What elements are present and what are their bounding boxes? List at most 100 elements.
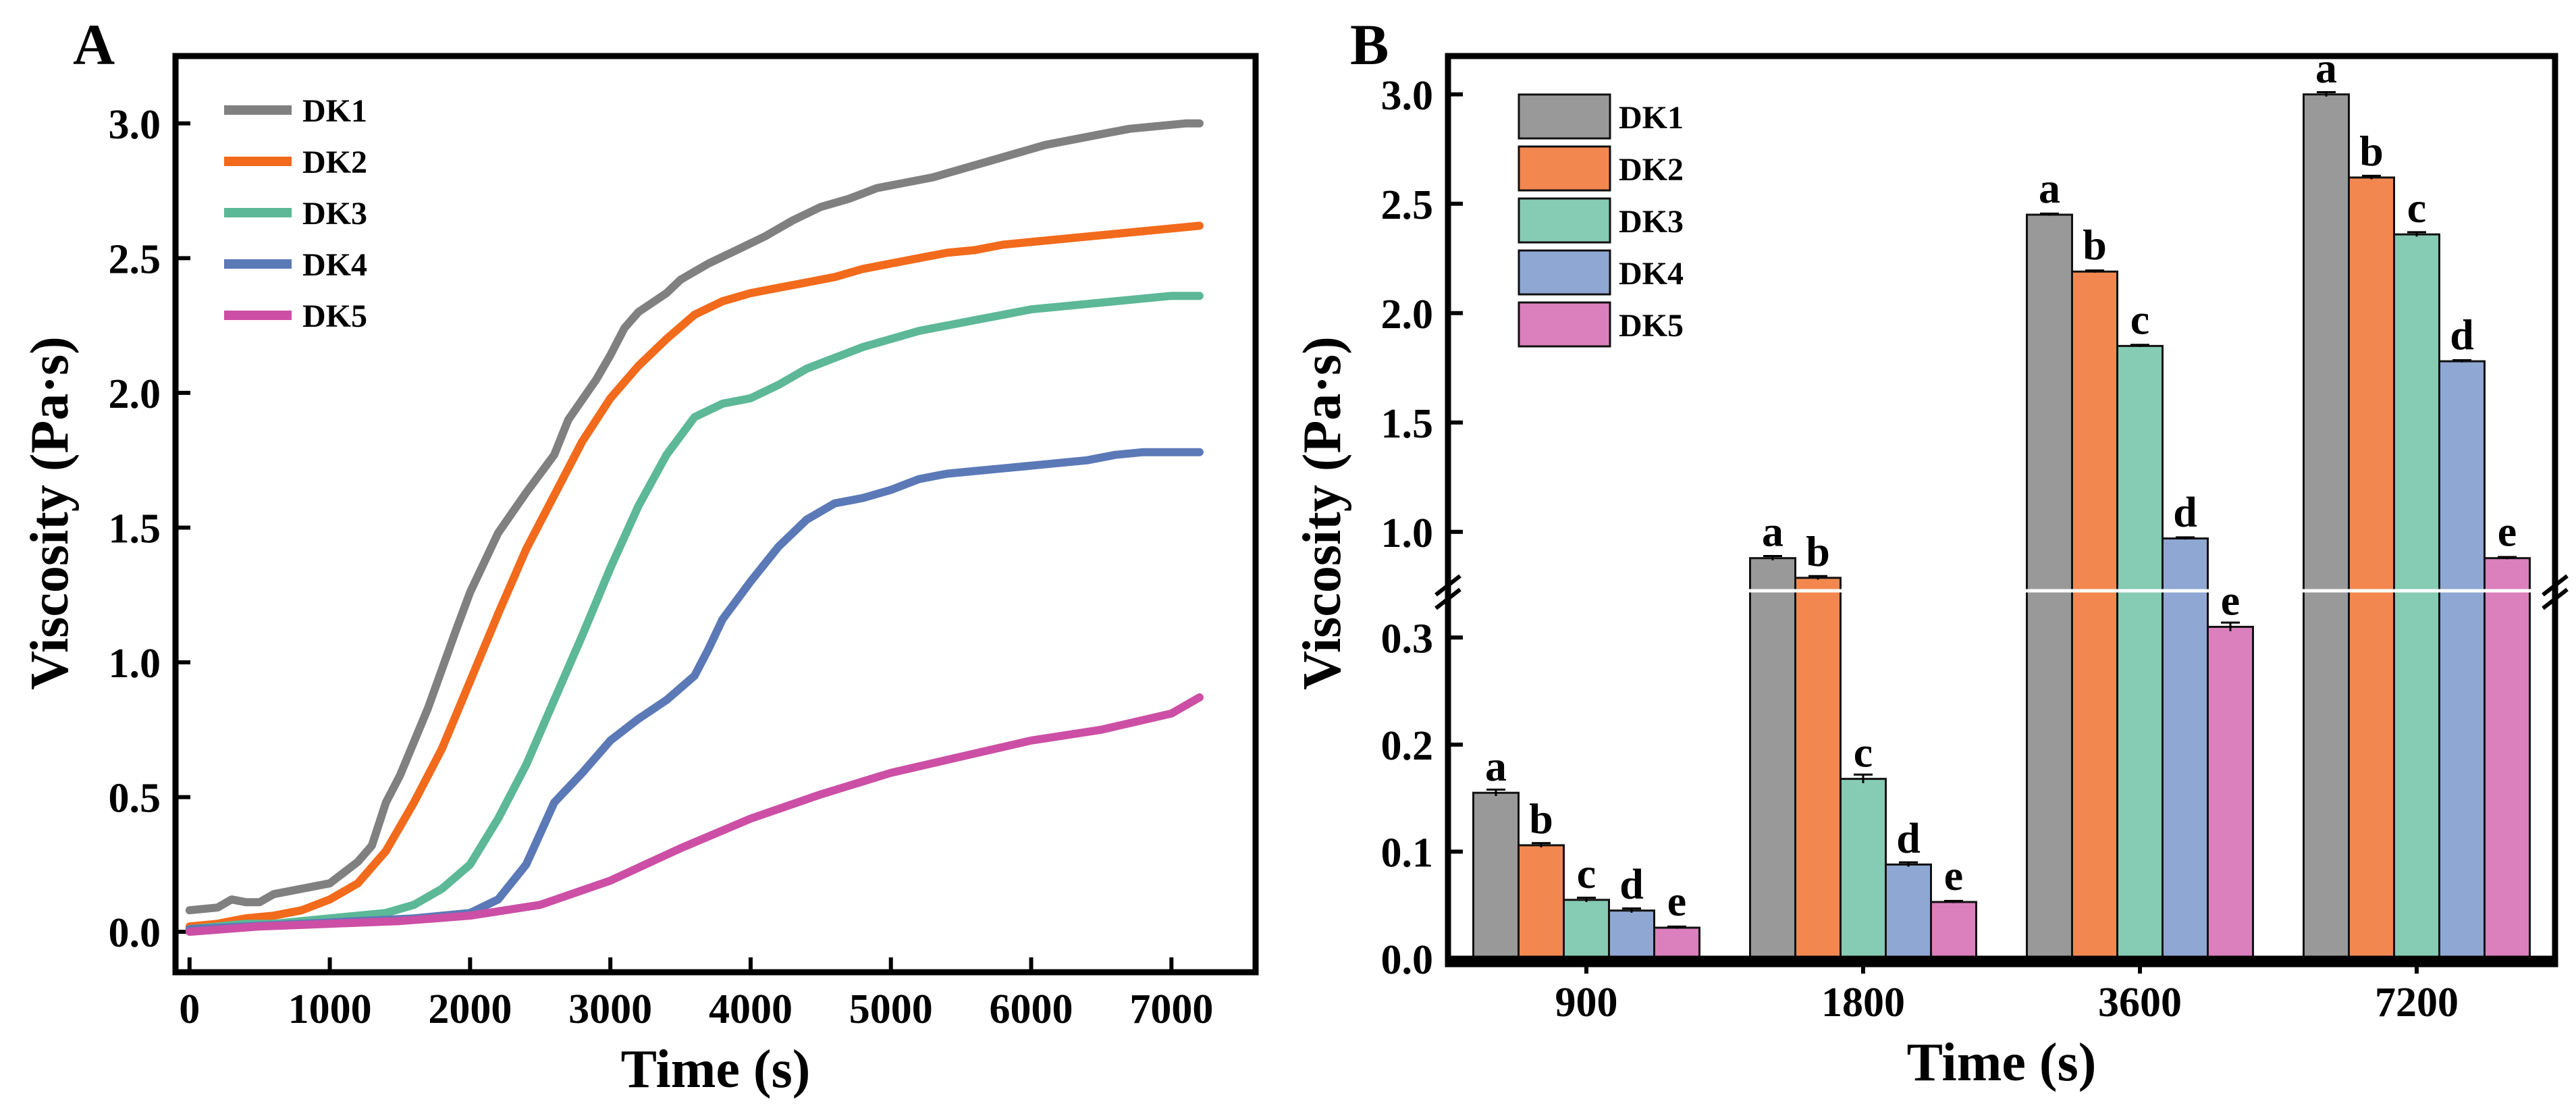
bar-dk3-3600 [2116,344,2164,960]
significance-letter: e [2221,576,2240,624]
bar-dk4-900 [1608,909,1655,960]
significance-letter: d [1896,814,1921,862]
x-tick-label: 6000 [990,986,1073,1032]
bar-dk5-1800 [1930,901,1977,960]
bar-dk2-1800 [1794,577,1842,960]
legend-label-dk5: DK5 [1619,308,1684,344]
break-mark [1434,574,1461,597]
series-line-dk1 [185,119,1204,915]
series-line-dk2 [185,221,1204,931]
panel-b-legend: DK1 DK2 DK3 DK4 DK5 [1518,93,1684,348]
y-tick-label: 0.5 [109,776,161,822]
bar-dk3-1800 [1840,778,1887,960]
y-tick-label: 0.3 [1381,616,1434,662]
significance-letter: b [1806,527,1830,575]
bar-dk4-7200 [2438,360,2486,960]
significance-letter: d [2450,311,2474,359]
legend-swatch-dk2 [1518,145,1611,192]
panel-a-lines [185,119,1204,936]
panel-a-legend: DK1 DK2 DK3 DK4 DK5 [224,93,367,334]
bar-dk5-3600 [2207,625,2254,960]
significance-letter: c [1854,729,1873,776]
panel-b: B 0.0 0.1 0.2 0.3 1.0 1.5 2.0 2.5 3.0 900 1800 3600… [1293,12,2569,1092]
significance-letter: c [1577,849,1596,897]
significance-letter: b [2359,127,2384,175]
legend-label-dk3: DK3 [302,196,367,232]
break-mark [2542,574,2569,597]
significance-letter: b [1529,795,1553,843]
x-tick-label: 5000 [849,986,933,1032]
legend-label-dk4: DK4 [1619,256,1684,292]
x-tick-label: 7000 [1129,986,1213,1032]
y-tick-label: 2.5 [1381,182,1434,228]
legend-label-dk2: DK2 [302,144,367,180]
y-tick-label: 1.0 [1381,510,1434,556]
break-mark [2542,587,2569,610]
series-line-dk5 [185,693,1204,936]
legend-swatch-dk4 [1518,249,1611,296]
y-tick-label: 0.1 [1381,830,1434,876]
x-tick-label: 2000 [428,986,512,1032]
legend-label-dk1: DK1 [1619,100,1684,136]
panel-b-label: B [1350,12,1389,77]
y-tick-label: 2.0 [109,371,161,417]
bar-dk5-7200 [2484,557,2531,960]
significance-letter: d [2173,488,2197,536]
panel-a-label: A [73,12,115,77]
series-line-dk3 [185,292,1204,934]
panel-b-axis-break [1434,574,2569,610]
significance-letter: c [2130,295,2149,343]
series-line-dk4 [185,448,1204,934]
panel-a-x-axis-label: Time (s) [621,1040,811,1099]
x-tick-label: 4000 [709,986,793,1032]
legend-label-dk2: DK2 [1619,152,1684,188]
significance-letter: a [2315,44,2337,92]
bar-dk4-1800 [1885,863,1932,960]
significance-letter: c [2407,184,2426,232]
legend-label-dk5: DK5 [302,298,367,334]
significance-letter: a [1762,508,1783,556]
bar-dk1-7200 [2303,93,2350,960]
bar-dk5-900 [1653,926,1700,960]
bar-dk1-1800 [1749,557,1796,960]
bar-dk2-900 [1518,844,1565,960]
bar-dk4-3600 [2162,537,2209,960]
legend-swatch-dk3 [1518,197,1611,244]
bar-dk2-3600 [2071,270,2118,960]
panel-b-y-axis-label: Viscosity (Pa·s) [1293,336,1352,690]
panel-a-plot-frame [172,53,1259,976]
y-tick-label: 1.5 [1381,401,1434,447]
y-tick-label: 0.2 [1381,723,1434,769]
x-tick-label: 1000 [288,986,372,1032]
significance-letter: e [1944,851,1963,899]
x-tick-label: 900 [1555,980,1618,1026]
x-tick-label: 3000 [568,986,652,1032]
legend-label-dk4: DK4 [302,247,367,283]
y-tick-label: 0.0 [109,910,161,956]
y-tick-label: 3.0 [1381,73,1434,119]
y-tick-label: 2.0 [1381,292,1434,338]
significance-letter: a [2039,164,2060,212]
panel-a: A 0 1000 2000 3000 4000 5000 6000 7000 0.0 0.5 1.0… [20,12,1259,1099]
legend-label-dk1: DK1 [302,93,367,129]
x-tick-label: 0 [179,986,200,1032]
bar-dk1-900 [1472,791,1520,960]
y-tick-label: 2.5 [109,236,161,282]
x-tick-label: 1800 [1821,980,1905,1026]
legend-swatch-dk1 [1518,93,1611,140]
x-tick-label: 7200 [2375,980,2459,1026]
panel-b-x-axis-label: Time (s) [1907,1033,2097,1092]
significance-letter: a [1485,742,1507,790]
significance-letter: e [2498,508,2517,556]
y-tick-label: 0.0 [1381,937,1434,983]
bar-dk3-7200 [2393,233,2440,960]
break-mark [1434,587,1461,610]
significance-letter: b [2083,221,2107,269]
legend-swatch-dk5 [1518,301,1611,348]
panel-b-ticks: 0.0 0.1 0.2 0.3 1.0 1.5 2.0 2.5 3.0 900 1800 3600 72… [1381,73,2459,1026]
y-tick-label: 1.0 [109,641,161,687]
significance-letter: d [1619,860,1644,908]
panel-a-ticks: 0 1000 2000 3000 4000 5000 6000 7000 0.0 0.5 1.0 1.… [109,102,1214,1032]
